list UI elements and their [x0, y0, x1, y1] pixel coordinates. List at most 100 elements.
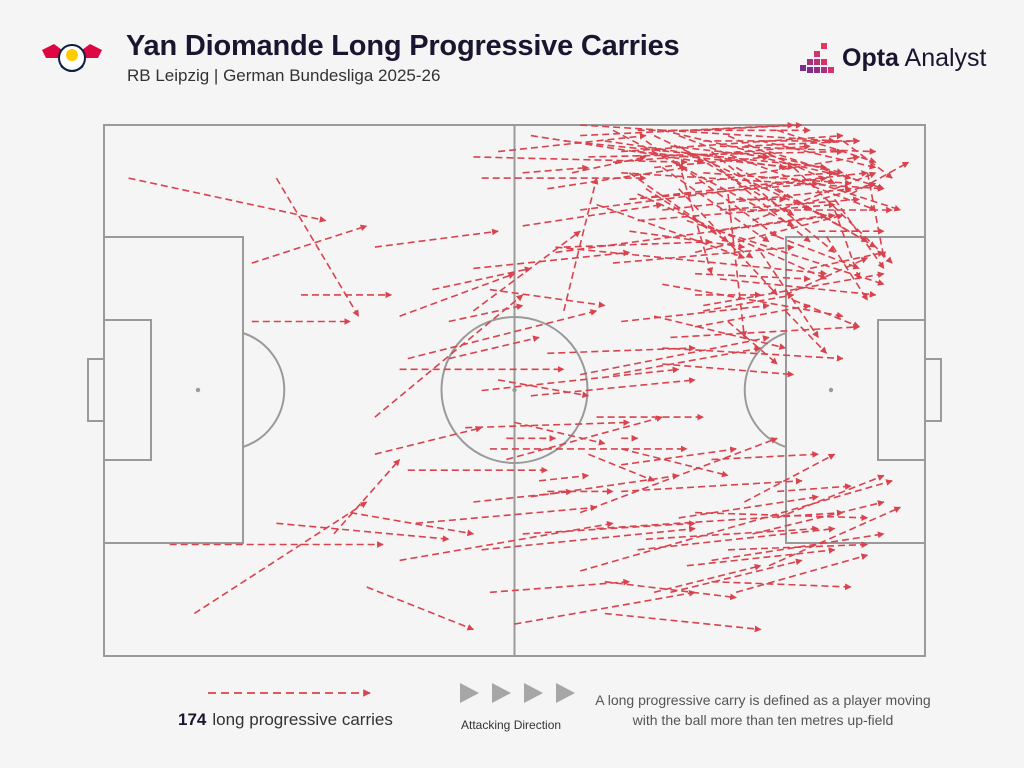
- carry-arrow: [448, 335, 540, 360]
- left-six-yard-box: [103, 319, 152, 461]
- carry-arrow: [776, 235, 860, 270]
- carry-arrow: [818, 182, 902, 212]
- carry-arrow: [670, 323, 860, 339]
- definition-note: A long progressive carry is defined as a…: [595, 692, 931, 728]
- carry-arrow: [530, 134, 704, 165]
- carry-arrow: [563, 238, 713, 248]
- carry-arrow: [777, 483, 852, 493]
- carry-arrow: [784, 310, 828, 354]
- carry-arrow: [637, 193, 828, 280]
- carry-arrow: [711, 451, 819, 461]
- carry-arrow: [448, 303, 524, 323]
- carry-arrow: [801, 181, 877, 206]
- carry-arrow: [637, 525, 836, 551]
- carry-arrow: [604, 612, 762, 633]
- carry-arrow: [653, 563, 762, 594]
- carry-arrow: [694, 303, 811, 328]
- carry-arrow: [276, 522, 450, 542]
- count-value: 174: [178, 710, 207, 729]
- carry-arrow: [580, 124, 836, 144]
- left-penalty-box: [103, 236, 244, 544]
- carry-arrow: [333, 458, 401, 535]
- carry-arrow: [653, 134, 811, 211]
- chart-subtitle: RB Leipzig | German Bundesliga 2025-26: [127, 66, 441, 85]
- carry-arrow: [760, 251, 819, 338]
- carry-arrow: [662, 283, 844, 319]
- carry-arrow: [489, 288, 606, 308]
- carry-arrow: [571, 154, 647, 174]
- carry-arrow: [596, 509, 844, 530]
- carry-arrow: [621, 448, 729, 478]
- carry-arrow: [752, 500, 885, 535]
- carry-arrow: [489, 578, 631, 594]
- carry-arrow: [662, 347, 844, 362]
- carry-arrow: [539, 472, 590, 482]
- carry-arrow: [251, 224, 368, 264]
- carry-arrow: [530, 377, 696, 397]
- club-logo: [40, 36, 104, 80]
- carry-arrow: [645, 140, 778, 238]
- carry-arrow: [760, 140, 877, 170]
- carry-arrow: [695, 272, 811, 283]
- carry-arrow: [695, 511, 869, 522]
- carry-arrow: [563, 177, 599, 312]
- carry-arrow: [374, 228, 499, 248]
- carry-arrow: [579, 479, 893, 572]
- carry-arrow: [727, 134, 836, 185]
- right-penalty-arc: [743, 332, 787, 448]
- carry-arrow: [703, 292, 795, 312]
- carry-arrow: [604, 580, 737, 601]
- carry-arrow: [350, 511, 475, 537]
- carry-arrow: [744, 453, 836, 503]
- carry-arrow: [686, 547, 836, 567]
- carry-arrow: [735, 553, 869, 594]
- carry-arrow: [374, 294, 524, 418]
- carry-arrow: [580, 175, 828, 211]
- brand-light: Analyst: [898, 43, 987, 72]
- carry-arrow: [645, 188, 754, 259]
- carry-arrow: [719, 278, 877, 298]
- carry-arrow: [809, 250, 885, 270]
- carry-arrow: [785, 257, 869, 296]
- carry-arrow: [472, 230, 581, 312]
- count-label: long progressive carries: [212, 710, 393, 729]
- carry-arrow: [588, 453, 655, 482]
- attacking-direction-label: Attacking Direction: [461, 718, 562, 732]
- carry-arrow: [628, 172, 729, 243]
- chart-title: Yan Diomande Long Progressive Carries: [126, 30, 680, 62]
- carry-arrow: [580, 335, 770, 376]
- left-penalty-spot: [195, 387, 201, 393]
- carry-arrow: [465, 419, 631, 429]
- carry-arrow: [662, 363, 795, 378]
- carry-arrow: [629, 170, 869, 201]
- right-six-yard-box: [877, 319, 926, 461]
- carry-arrow: [793, 166, 893, 264]
- carry-arrow: [481, 525, 696, 551]
- carry-arrow: [522, 202, 663, 227]
- carry-arrow: [530, 473, 680, 498]
- carry-arrow: [481, 366, 680, 392]
- carry-arrow: [415, 504, 598, 525]
- carries-count: 174 long progressive carries: [178, 710, 393, 730]
- carry-arrow: [596, 203, 746, 259]
- carry-arrow: [621, 477, 803, 493]
- carry-arrow: [432, 266, 532, 291]
- carries-layer: [128, 121, 910, 633]
- carry-arrow: [621, 446, 737, 466]
- carry-arrow: [498, 132, 647, 153]
- carry-arrow: [522, 520, 696, 535]
- carry-arrow: [727, 541, 869, 551]
- carry-arrow: [547, 344, 696, 355]
- right-goal: [924, 358, 942, 422]
- carry-arrow: [374, 425, 483, 455]
- carry-arrow: [776, 474, 885, 519]
- carry-arrow: [653, 315, 787, 350]
- carry-arrow: [670, 558, 803, 594]
- carry-arrow: [694, 213, 844, 254]
- carry-arrow: [760, 169, 836, 179]
- right-penalty-box: [785, 236, 926, 544]
- carry-arrow: [710, 150, 836, 254]
- carry-arrow: [776, 129, 877, 164]
- carry-arrow: [727, 320, 778, 365]
